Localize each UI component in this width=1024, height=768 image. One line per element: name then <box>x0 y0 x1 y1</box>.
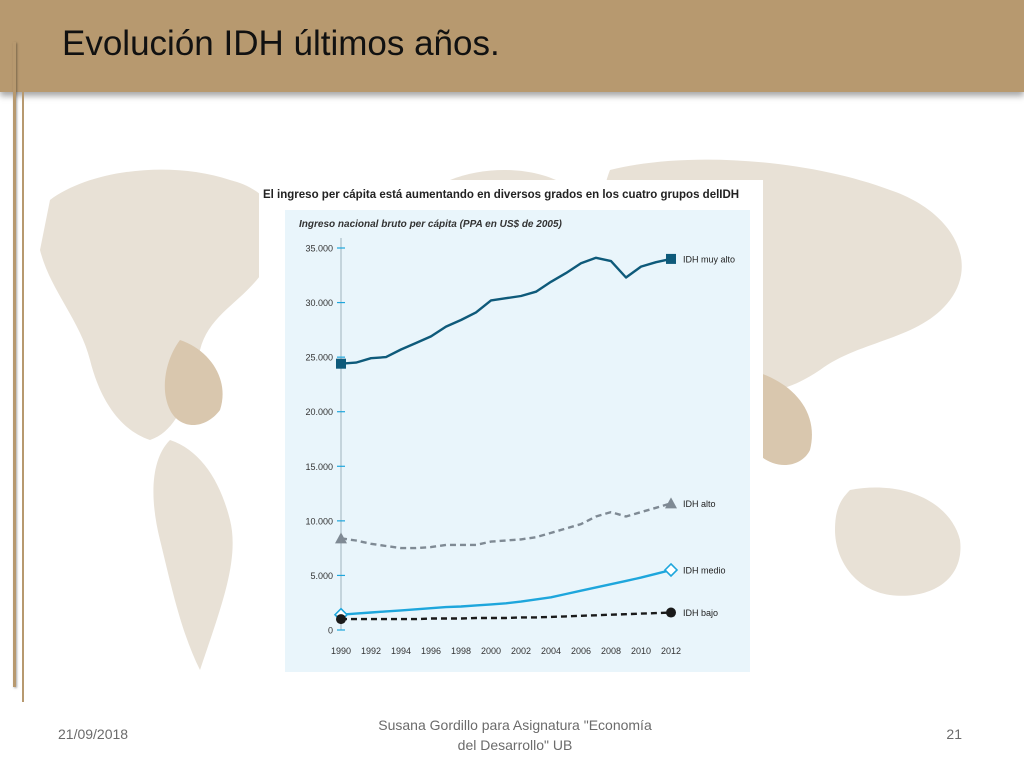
x-tick-label: 1998 <box>451 646 471 656</box>
footer-author: Susana Gordillo para Asignatura "Economí… <box>350 715 680 755</box>
series-line-0 <box>340 256 672 365</box>
x-tick-label: 1996 <box>421 646 441 656</box>
chart-title: El ingreso per cápita está aumentando en… <box>263 189 739 201</box>
y-tick-label: 25.000 <box>305 353 333 363</box>
x-tick-label: 2004 <box>541 646 561 656</box>
x-tick-label: 2002 <box>511 646 531 656</box>
y-tick-label: 0 <box>328 626 333 636</box>
idh-income-chart: El ingreso per cápita está aumentando en… <box>263 189 750 672</box>
x-tick-label: 2000 <box>481 646 501 656</box>
x-tick-label: 2008 <box>601 646 621 656</box>
footer-page-number: 21 <box>946 726 962 742</box>
series-marker-1-start <box>335 532 347 544</box>
series-line-1 <box>340 502 672 550</box>
title-bar <box>0 0 1024 92</box>
series-marker-0-end <box>666 253 676 264</box>
chart-image: El ingreso per cápita está aumentando en… <box>259 180 763 685</box>
y-tick-label: 15.000 <box>305 462 333 472</box>
series-label-1: IDH alto <box>683 499 716 509</box>
x-tick-label: 1994 <box>391 646 411 656</box>
footer-author-line2: del Desarrollo" UB <box>457 737 573 753</box>
x-tick-label: 2010 <box>631 646 651 656</box>
series-marker-3-end <box>666 607 676 618</box>
footer-date: 21/09/2018 <box>58 726 129 742</box>
x-tick-label: 1990 <box>331 646 351 656</box>
y-tick-label: 10.000 <box>305 516 333 526</box>
series-marker-1-end <box>665 497 677 509</box>
footer-author-line1: Susana Gordillo para Asignatura "Economí… <box>378 717 652 733</box>
y-tick-label: 5.000 <box>310 571 333 581</box>
decorative-vertical-line-inner <box>22 92 24 702</box>
y-tick-label: 30.000 <box>305 298 333 308</box>
series-marker-0-start <box>336 358 346 369</box>
y-tick-label: 35.000 <box>305 244 333 254</box>
chart-subtitle: Ingreso nacional bruto per cápita (PPA e… <box>299 219 563 230</box>
chart-plot-background <box>285 210 750 672</box>
series-line-2 <box>340 568 672 616</box>
slide-title: Evolución IDH últimos años. <box>62 24 500 63</box>
decorative-vertical-line <box>13 42 16 687</box>
series-marker-2-end <box>663 562 679 578</box>
x-tick-label: 2006 <box>571 646 591 656</box>
y-tick-label: 20.000 <box>305 407 333 417</box>
series-label-3: IDH bajo <box>683 608 718 618</box>
series-marker-3-start <box>336 614 346 625</box>
series-label-2: IDH medio <box>683 565 726 575</box>
series-line-3 <box>341 611 672 621</box>
x-tick-label: 2012 <box>661 646 681 656</box>
series-label-0: IDH muy alto <box>683 254 735 264</box>
x-tick-label: 1992 <box>361 646 381 656</box>
